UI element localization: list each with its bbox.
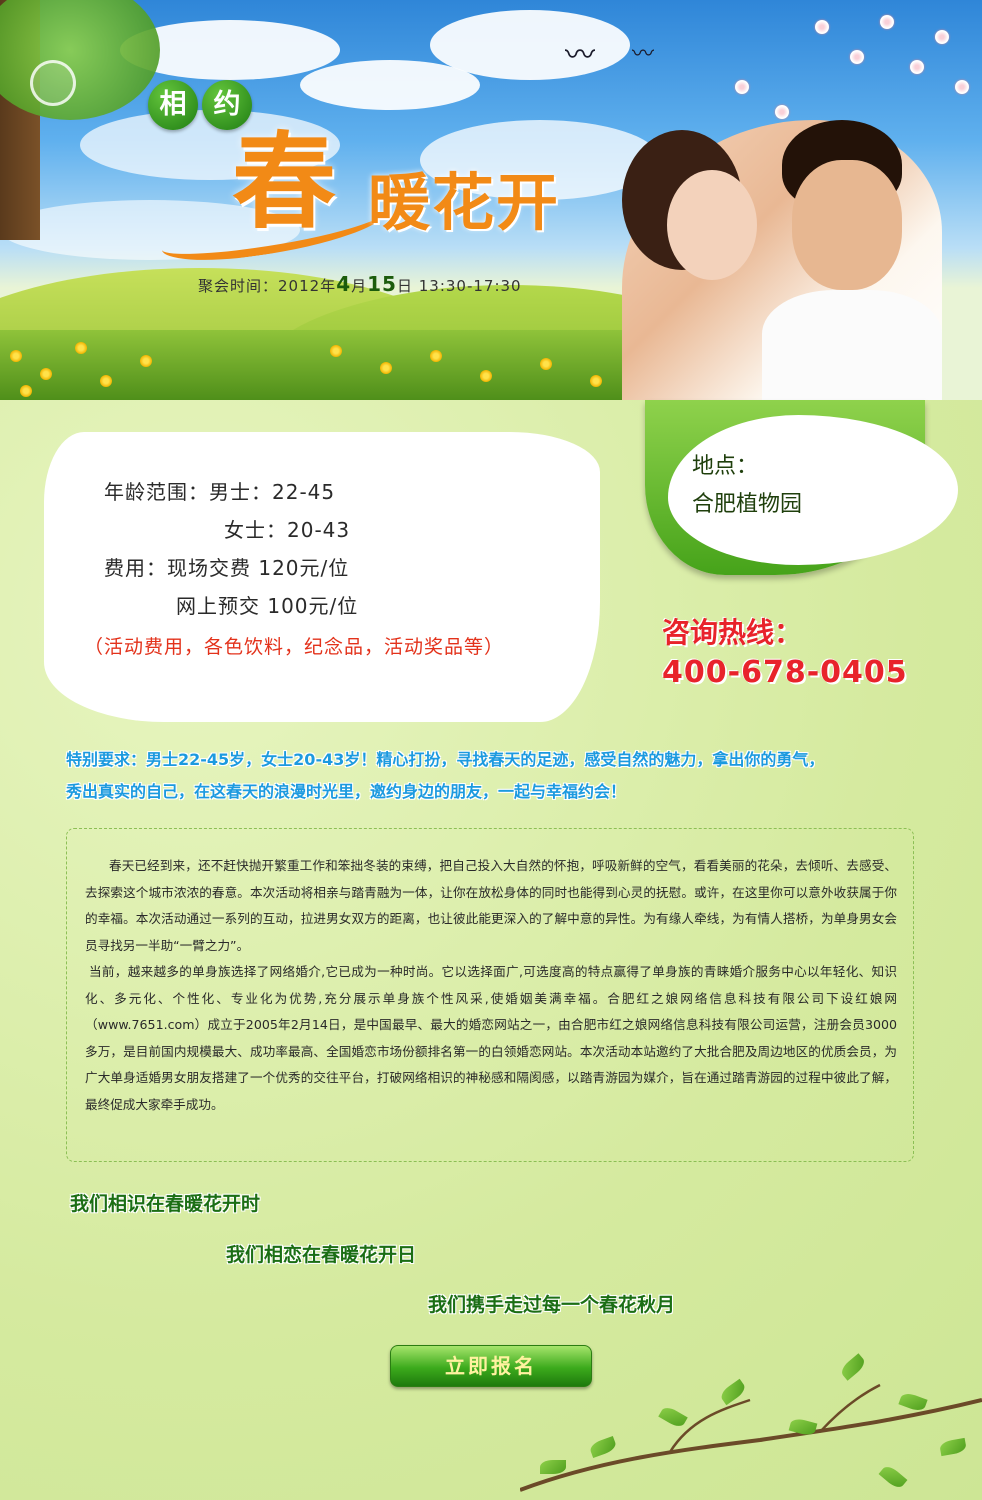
swallow-icon: 〰 [632, 42, 655, 67]
blossom-icon [880, 15, 894, 29]
flower-icon [380, 362, 392, 374]
leaf-icon [540, 1460, 566, 1474]
flower-icon [10, 350, 22, 362]
blossom-icon [850, 50, 864, 64]
age-range: 年龄范围：男士：22-45 [104, 480, 336, 504]
flower-icon [430, 350, 442, 362]
bubble-icon [30, 60, 76, 106]
intro-article: 春天已经到来，还不赶快抛开繁重工作和笨拙冬装的束缚，把自己投入大自然的怀抱，呼吸… [66, 828, 914, 1162]
title-tag-char: 相 [148, 80, 198, 130]
slogan-1: 我们相识在春暖花开时 [70, 1193, 261, 1215]
flower-icon [330, 345, 342, 357]
date-prefix: 聚会时间：2012年 [198, 277, 337, 295]
flower-icon [75, 342, 87, 354]
title-tag-char: 约 [202, 80, 252, 130]
hotline-number[interactable]: 400-678-0405 [662, 655, 908, 690]
flower-icon [140, 355, 152, 367]
tree-foliage [0, 0, 160, 120]
flower-icon [100, 375, 112, 387]
cloud [420, 120, 660, 200]
grass [0, 330, 700, 400]
flower-icon [540, 358, 552, 370]
slogan-3: 我们携手走过每一个春花秋月 [428, 1294, 676, 1316]
intro-paragraph-2: 当前，越来越多的单身族选择了网络婚介,它已成为一种时尚。它以选择面广,可选度高的… [85, 964, 897, 1112]
date-day: 15 [367, 272, 397, 296]
title-big-char: 春 [232, 120, 337, 243]
requirement-line-1: 特别要求：男士22-45岁，女士20-43岁！精心打扮，寻找春天的足迹，感受自然… [66, 750, 825, 769]
info-panel: 年龄范围：男士：22-45 女士：20-43 费用：现场交费 120元/位 网上… [44, 432, 600, 722]
location-name: 合肥植物园 [692, 492, 803, 517]
blossom-icon [775, 105, 789, 119]
swallow-icon: 〰 [565, 38, 595, 73]
banner: 〰 〰 相约 春 暖花开 聚会时间：2012年4月15日 13:30-17:30 [0, 0, 982, 400]
signup-button[interactable]: 立即报名 [390, 1345, 592, 1387]
cloud [430, 10, 630, 80]
date-mid: 月 [351, 277, 368, 295]
blossom-icon [935, 30, 949, 44]
event-date: 聚会时间：2012年4月15日 13:30-17:30 [198, 272, 522, 296]
cloud [0, 200, 300, 260]
slogan-2: 我们相恋在春暖花开日 [226, 1244, 417, 1266]
blossom-icon [735, 80, 749, 94]
flower-icon [40, 368, 52, 380]
flower-icon [480, 370, 492, 382]
title-rest: 暖花开 [368, 166, 561, 239]
blossom-icon [910, 60, 924, 74]
date-month: 4 [336, 272, 352, 296]
flower-icon [20, 385, 32, 397]
blossom-icon [955, 80, 969, 94]
branch-decoration [520, 1383, 982, 1492]
hotline-label: 咨询热线： [662, 616, 803, 649]
fee-online: 网上预交 100元/位 [176, 594, 359, 618]
fee-onsite: 费用：现场交费 120元/位 [104, 556, 350, 580]
blossom-icon [815, 20, 829, 34]
age-female: 女士：20-43 [224, 518, 351, 542]
cloud [300, 60, 480, 110]
location-label: 地点： [692, 454, 759, 479]
date-suffix: 日 13:30-17:30 [396, 277, 522, 295]
fee-note: （活动费用，各色饮料，纪念品，活动奖品等） [84, 636, 505, 658]
flower-icon [590, 375, 602, 387]
location-badge [668, 415, 958, 565]
couple-photo [622, 120, 942, 400]
requirement-line-2: 秀出真实的自己，在这春天的浪漫时光里，邀约身边的朋友，一起与幸福约会！ [66, 782, 627, 801]
intro-paragraph-1: 春天已经到来，还不赶快抛开繁重工作和笨拙冬装的束缚，把自己投入大自然的怀抱，呼吸… [85, 858, 897, 953]
title-tag: 相约 [148, 80, 256, 130]
